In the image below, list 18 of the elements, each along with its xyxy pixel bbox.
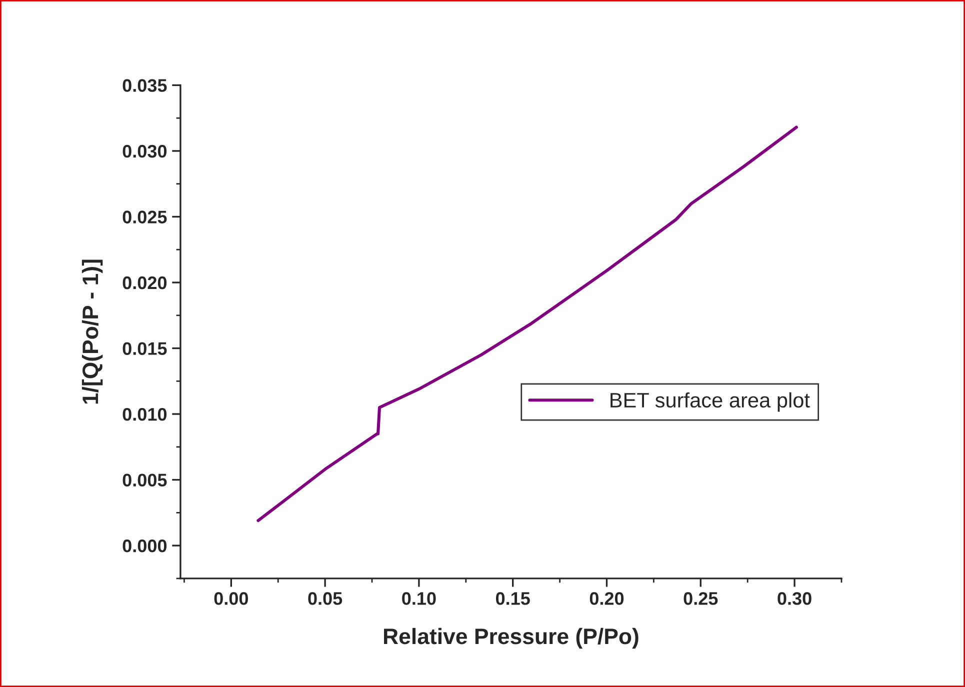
x-tick-label: 0.10 [402, 592, 436, 605]
y-tick-label: 0.030 [122, 144, 167, 158]
y-axis-title: 1/[Q(Po/P - 1)] [82, 260, 103, 404]
y-tick-label: 0.025 [122, 210, 167, 224]
y-tick-label: 0.015 [122, 342, 167, 355]
y-tick-label: 0.000 [122, 540, 167, 552]
x-tick-label: 0.30 [778, 592, 812, 605]
x-tick-label: 0.20 [590, 592, 624, 605]
y-tick-label: 0.010 [122, 408, 167, 421]
x-axis-title: Relative Pressure (P/Po) [384, 628, 638, 649]
x-tick-label: 0.05 [308, 592, 342, 605]
x-tick-label: 0.15 [496, 592, 530, 605]
x-tick-label: 0.25 [684, 592, 718, 605]
y-tick-label: 0.035 [122, 79, 167, 92]
y-tick-label: 0.020 [122, 276, 167, 290]
legend-label: BET surface area plot [610, 392, 810, 412]
x-tick-label: 0.00 [214, 592, 248, 605]
y-tick-label: 0.005 [122, 474, 167, 487]
